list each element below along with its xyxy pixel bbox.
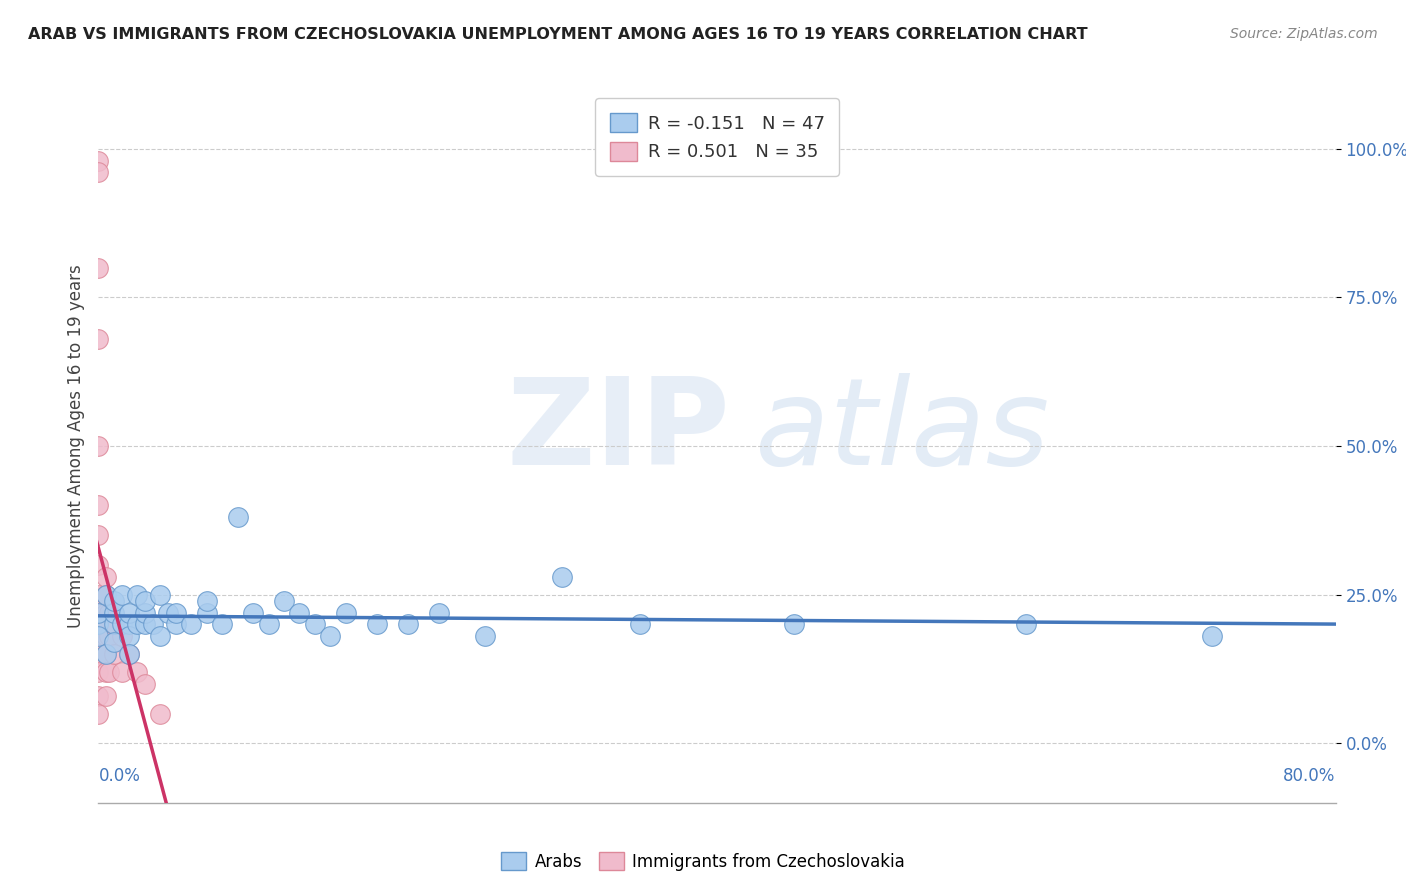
Point <box>87 153 110 168</box>
Point <box>628 617 651 632</box>
Point <box>149 588 172 602</box>
Point <box>103 617 125 632</box>
Point <box>87 528 110 542</box>
Point <box>87 629 110 643</box>
Point <box>87 629 110 643</box>
Point <box>96 570 118 584</box>
Point <box>103 606 125 620</box>
Point <box>1015 617 1038 632</box>
Point <box>783 617 806 632</box>
Point <box>118 617 141 632</box>
Point <box>242 606 264 620</box>
Point <box>474 629 496 643</box>
Point <box>87 606 110 620</box>
Point <box>180 617 202 632</box>
Point <box>87 439 110 453</box>
Point <box>96 665 118 679</box>
Point <box>96 606 118 620</box>
Point <box>551 570 574 584</box>
Point <box>87 332 110 346</box>
Point <box>118 647 141 661</box>
Point <box>87 689 110 703</box>
Point <box>319 629 342 643</box>
Point <box>366 617 388 632</box>
Point <box>103 617 125 632</box>
Point <box>257 617 280 632</box>
Point <box>111 665 132 679</box>
Point <box>118 606 141 620</box>
Point <box>87 617 110 632</box>
Point <box>87 165 110 179</box>
Point <box>87 606 110 620</box>
Text: Source: ZipAtlas.com: Source: ZipAtlas.com <box>1230 27 1378 41</box>
Text: atlas: atlas <box>755 373 1050 491</box>
Point <box>111 629 132 643</box>
Point <box>103 593 125 607</box>
Legend: Arabs, Immigrants from Czechoslovakia: Arabs, Immigrants from Czechoslovakia <box>494 844 912 880</box>
Point <box>211 617 233 632</box>
Text: ARAB VS IMMIGRANTS FROM CZECHOSLOVAKIA UNEMPLOYMENT AMONG AGES 16 TO 19 YEARS CO: ARAB VS IMMIGRANTS FROM CZECHOSLOVAKIA U… <box>28 27 1088 42</box>
Point <box>96 647 118 661</box>
Point <box>96 588 118 602</box>
Point <box>149 706 172 721</box>
Point <box>87 588 110 602</box>
Point <box>111 617 132 632</box>
Point <box>96 617 118 632</box>
Point <box>273 593 295 607</box>
Text: ZIP: ZIP <box>506 373 730 491</box>
Point <box>87 647 110 661</box>
Point <box>103 647 125 661</box>
Point <box>165 606 187 620</box>
Point <box>127 665 149 679</box>
Text: 0.0%: 0.0% <box>98 767 141 785</box>
Point <box>96 689 118 703</box>
Point <box>149 629 172 643</box>
Point <box>304 617 326 632</box>
Point <box>96 629 118 643</box>
Point <box>165 617 187 632</box>
Point <box>103 635 125 649</box>
Point <box>427 606 450 620</box>
Point <box>396 617 419 632</box>
Point <box>111 588 132 602</box>
Point <box>98 606 121 620</box>
Point <box>157 606 180 620</box>
Point <box>87 558 110 572</box>
Point <box>96 588 118 602</box>
Point <box>141 617 165 632</box>
Point <box>87 499 110 513</box>
Point <box>195 606 218 620</box>
Point <box>87 617 110 632</box>
Legend: R = -0.151   N = 47, R = 0.501   N = 35: R = -0.151 N = 47, R = 0.501 N = 35 <box>595 98 839 176</box>
Point <box>96 647 118 661</box>
Y-axis label: Unemployment Among Ages 16 to 19 years: Unemployment Among Ages 16 to 19 years <box>66 264 84 628</box>
Point <box>134 617 156 632</box>
Point <box>98 665 121 679</box>
Point <box>87 665 110 679</box>
Text: 80.0%: 80.0% <box>1284 767 1336 785</box>
Point <box>134 593 156 607</box>
Point <box>1201 629 1223 643</box>
Point <box>98 629 121 643</box>
Point <box>288 606 311 620</box>
Point <box>134 606 156 620</box>
Point <box>87 706 110 721</box>
Point <box>226 510 249 524</box>
Point <box>127 588 149 602</box>
Point <box>335 606 357 620</box>
Point <box>87 260 110 275</box>
Point <box>118 629 141 643</box>
Point <box>127 617 149 632</box>
Point <box>134 677 156 691</box>
Point <box>118 647 141 661</box>
Point <box>195 593 218 607</box>
